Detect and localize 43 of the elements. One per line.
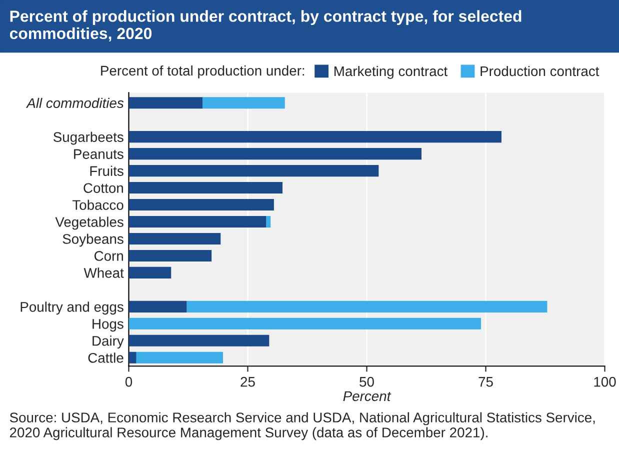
bar	[128, 148, 422, 160]
bar	[128, 216, 266, 228]
legend-title: Percent of total production under:	[101, 65, 304, 78]
y-tick-label: Soybeans	[62, 234, 124, 247]
bar	[128, 165, 379, 177]
y-tick-label: Hogs	[92, 319, 124, 332]
y-tick-label: Dairy	[92, 336, 124, 349]
bar	[186, 300, 548, 312]
y-tick-label: Vegetables	[55, 216, 124, 230]
x-tick-label: 25	[240, 376, 255, 387]
bar	[128, 97, 203, 109]
bar	[128, 318, 481, 330]
legend-label: Marketing contract	[334, 66, 448, 79]
bar	[128, 250, 212, 262]
bar	[136, 352, 223, 364]
y-tick-label: All commodities	[26, 98, 124, 108]
y-tick-label: Sugarbeets	[53, 132, 124, 145]
bar	[128, 131, 502, 143]
y-tick-label: Peanuts	[74, 149, 124, 159]
bar	[128, 182, 283, 194]
y-tick-label: Corn	[94, 251, 123, 261]
bar	[128, 300, 187, 312]
x-tick-label: 100	[594, 376, 616, 387]
legend-label: Production contract	[480, 66, 600, 76]
x-tick-label: 50	[360, 376, 374, 387]
y-tick-label: Wheat	[84, 268, 124, 278]
y-tick-label: Cattle	[88, 352, 124, 363]
bar	[128, 198, 274, 211]
bar	[266, 216, 271, 228]
bar	[128, 352, 136, 364]
x-tick-label: 75	[478, 377, 493, 387]
bar	[128, 266, 172, 278]
source-note: Source: USDA, Economic Research Service and USDA, National Agricultural Statistics Service, 2020 Agricultural Resource Management Survey (data as of December 2021).	[10, 412, 595, 440]
y-tick-label: Tobacco	[72, 200, 124, 210]
bar	[128, 232, 221, 245]
bar	[202, 97, 285, 109]
x-axis-title: Percent	[343, 391, 392, 402]
y-tick-label: Fruits	[90, 166, 124, 176]
chart-title: Percent of production under contract, by contract type, for selected commodities, 2020	[10, 10, 522, 42]
y-tick-label: Poultry and eggs	[20, 302, 124, 315]
x-tick-label: 0	[125, 376, 132, 387]
bar	[128, 334, 270, 346]
y-tick-label: Cotton	[84, 183, 123, 193]
